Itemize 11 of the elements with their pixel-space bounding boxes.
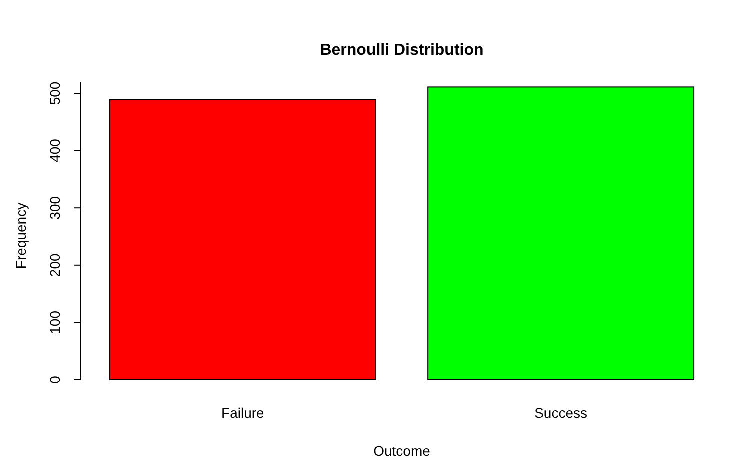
x-axis-title: Outcome: [374, 443, 431, 459]
chart-title: Bernoulli Distribution: [320, 42, 484, 59]
y-axis-title: Frequency: [13, 202, 29, 270]
x-tick-label: Success: [534, 405, 588, 421]
y-tick-label: 400: [47, 138, 63, 162]
x-tick-label: Failure: [222, 405, 265, 421]
y-tick-label: 500: [47, 82, 63, 106]
y-tick-label: 0: [47, 376, 63, 384]
y-tick-label: 200: [47, 254, 63, 278]
y-tick-label: 300: [47, 196, 63, 220]
y-tick-label: 100: [47, 310, 63, 334]
